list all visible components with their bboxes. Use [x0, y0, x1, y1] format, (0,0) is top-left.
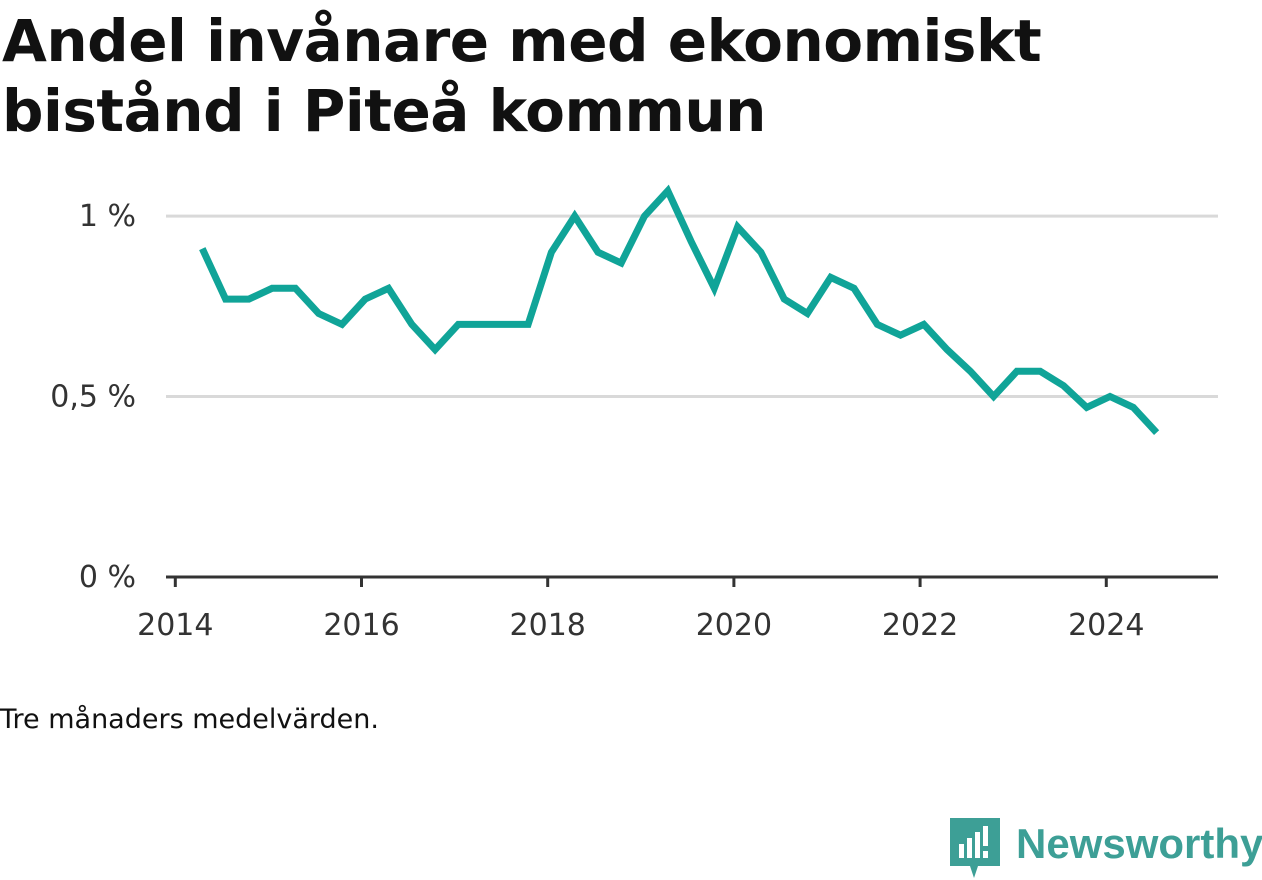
x-tick-label: 2016 [323, 608, 399, 643]
brand-name: Newsworthy [1016, 820, 1262, 867]
y-axis-tick-labels: 0 % 0,5 % 1 % [50, 199, 136, 595]
x-tick-label: 2014 [137, 608, 213, 643]
gridlines [166, 214, 1218, 399]
y-tick-label: 0 % [79, 560, 136, 595]
x-tick-label: 2022 [882, 608, 958, 643]
x-axis: 2014 2016 2018 2020 2022 2024 [137, 575, 1218, 643]
series-line [199, 184, 1160, 435]
newsworthy-logo-icon [950, 818, 1000, 878]
y-tick-label: 0,5 % [50, 380, 136, 415]
x-tick-label: 2024 [1068, 608, 1144, 643]
series-layer [199, 184, 1160, 435]
x-tick-label: 2020 [696, 608, 772, 643]
chart-caption: Tre månaders medelvärden. [0, 704, 379, 735]
chart-title: Andel invånare med ekonomiskt bistånd i … [2, 7, 1042, 145]
y-tick-label: 1 % [79, 199, 136, 234]
line-chart: 0 % 0,5 % 1 % 2014 2016 2018 2020 2022 2024 [50, 184, 1218, 643]
x-tick-label: 2018 [510, 608, 586, 643]
brand-logo: Newsworthy [950, 818, 1262, 880]
